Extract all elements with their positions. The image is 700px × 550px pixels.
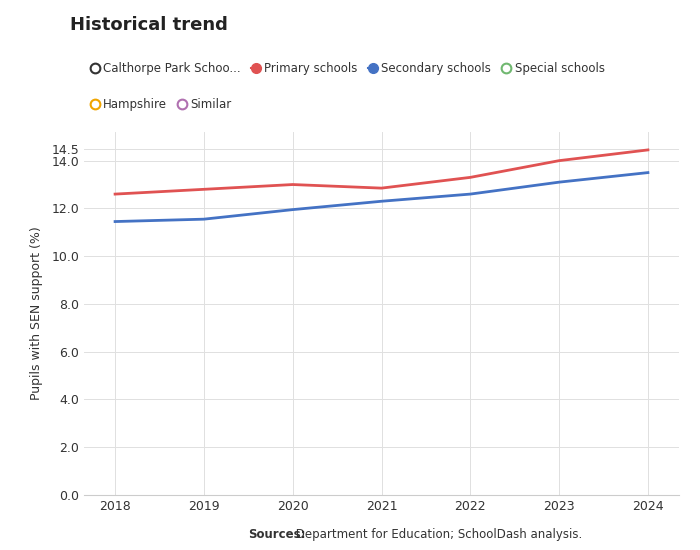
Text: Department for Education; SchoolDash analysis.: Department for Education; SchoolDash ana… [292,528,582,541]
Legend: Hampshire, Similar: Hampshire, Similar [90,98,232,111]
Text: Historical trend: Historical trend [70,16,228,35]
Text: Sources:: Sources: [248,528,306,541]
Y-axis label: Pupils with SEN support (%): Pupils with SEN support (%) [30,227,43,400]
